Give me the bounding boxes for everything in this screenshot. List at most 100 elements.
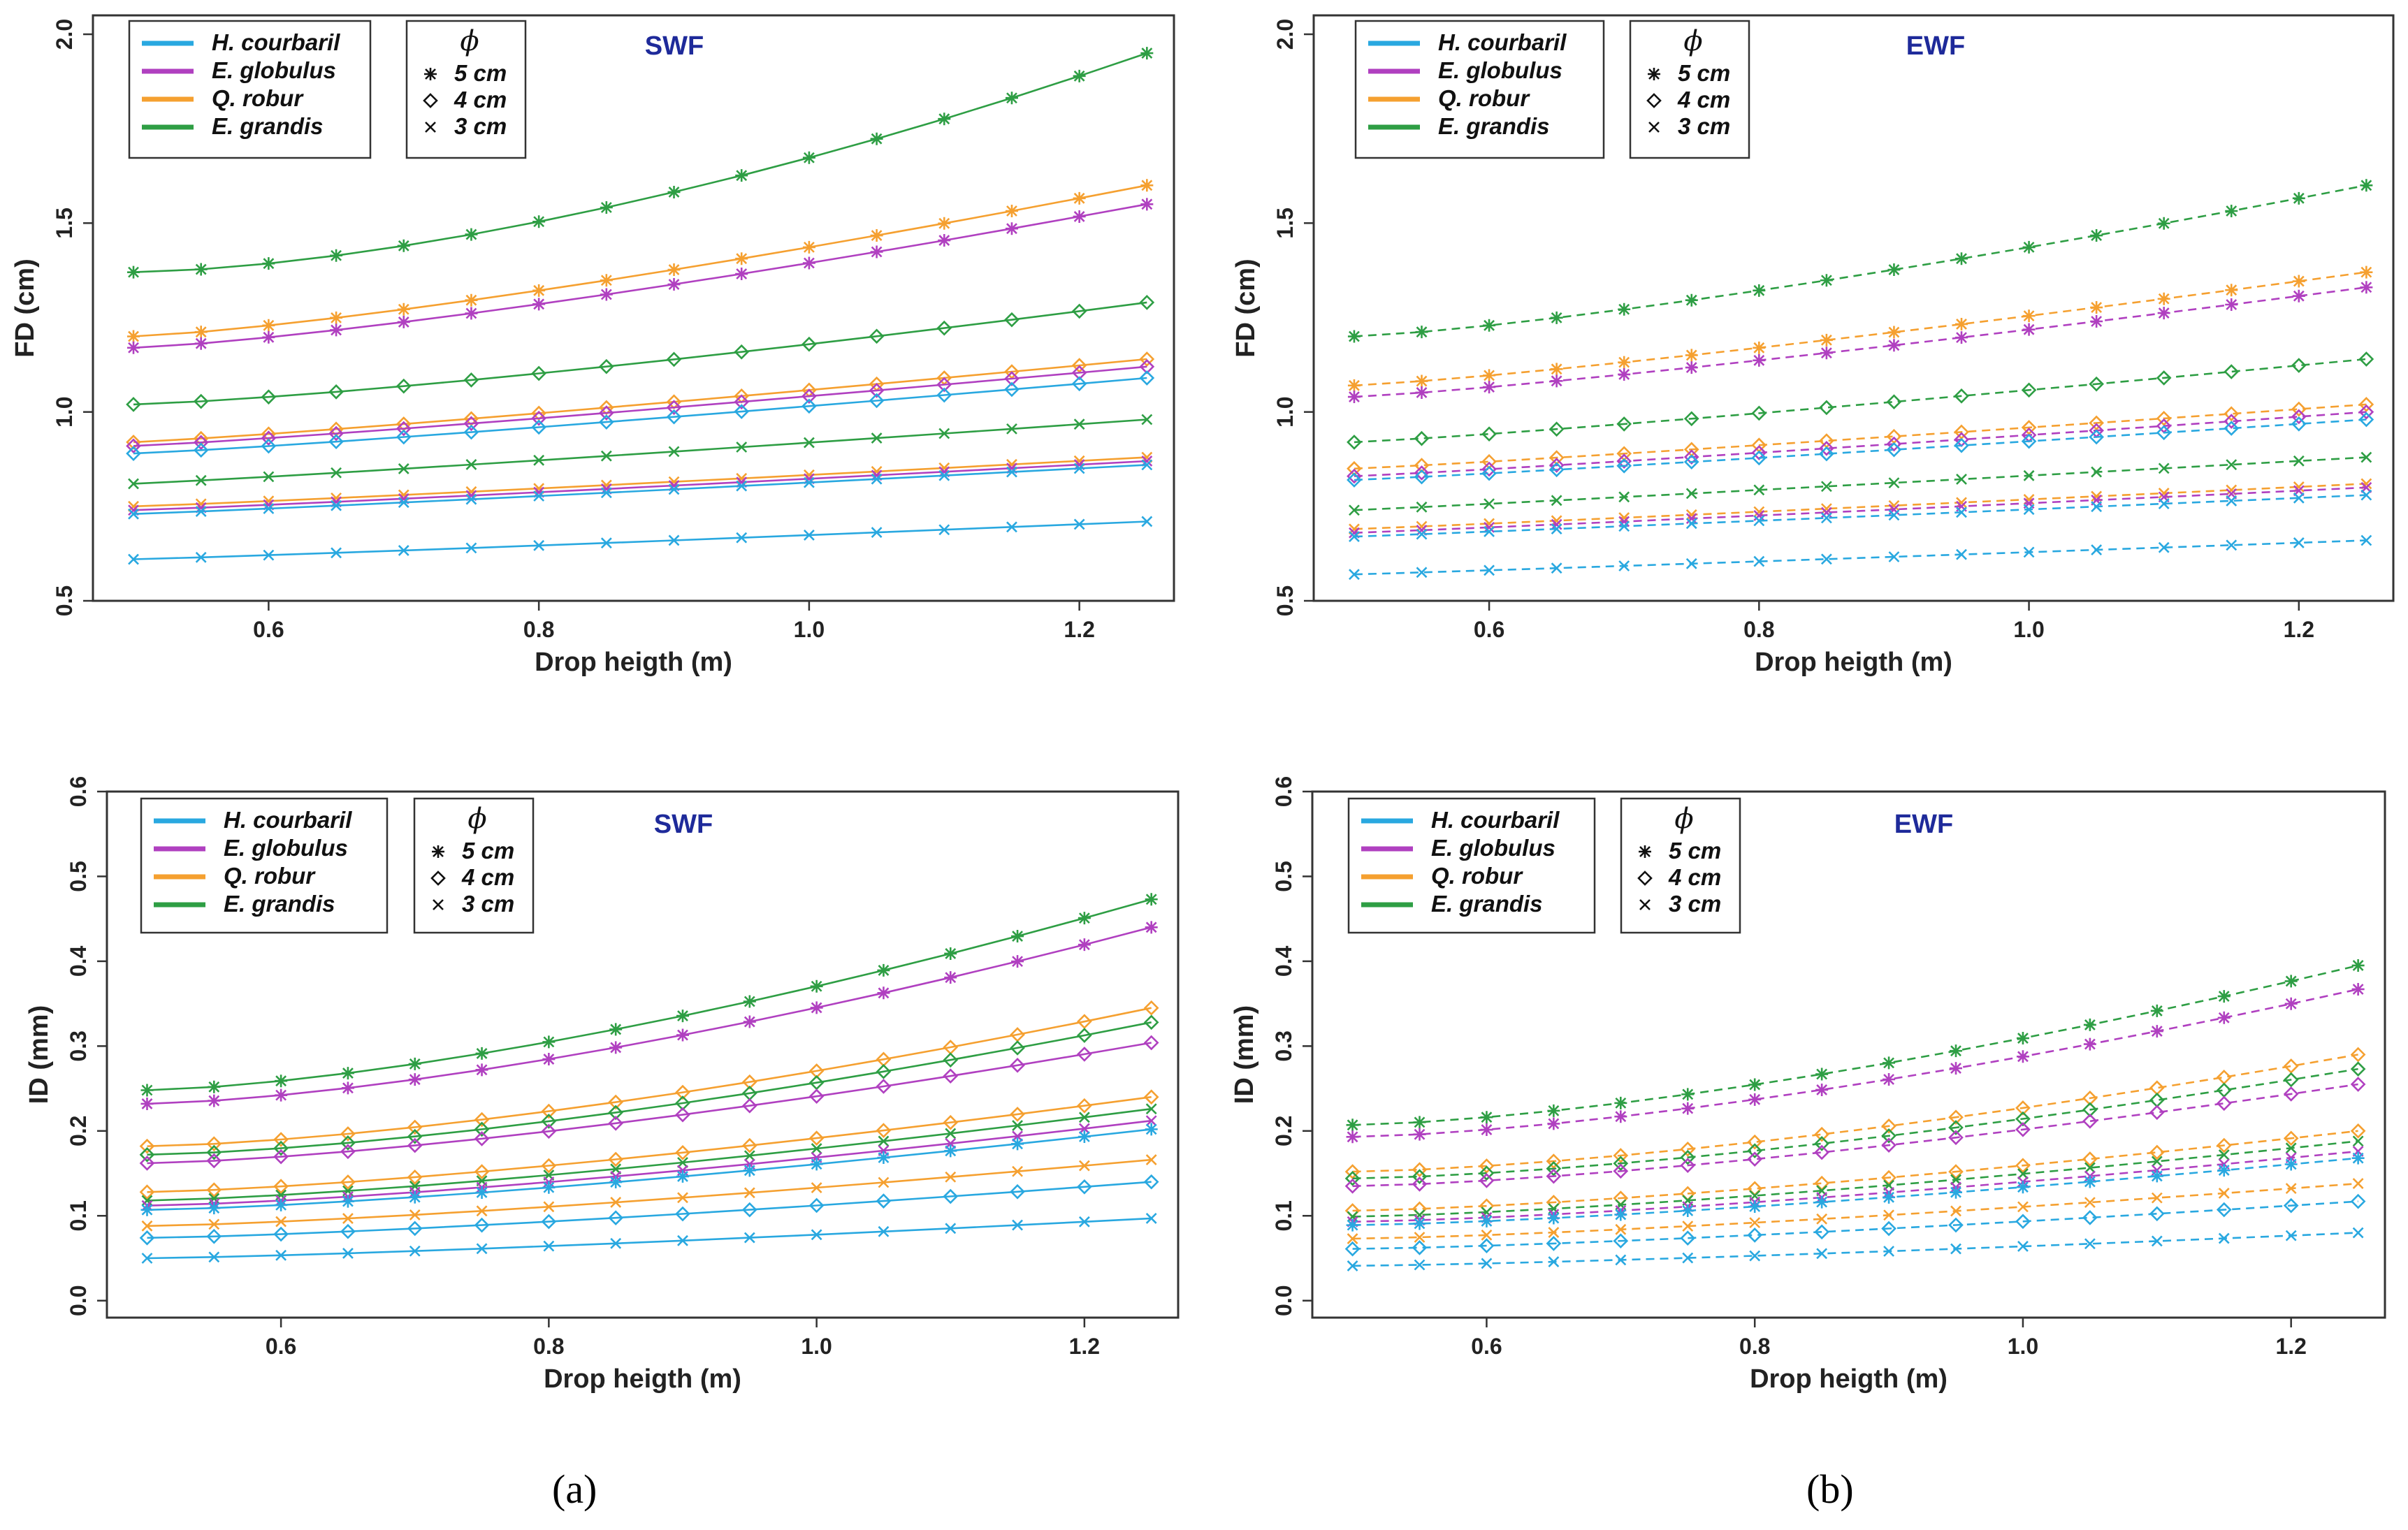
data-point — [340, 1135, 356, 1151]
data-point — [261, 389, 277, 405]
data-point — [667, 278, 681, 291]
data-point — [1548, 1256, 1560, 1267]
data-point — [1548, 421, 1565, 437]
data-point — [1483, 319, 1496, 332]
data-point — [194, 337, 208, 350]
series-egrandis-5cm — [127, 47, 1154, 279]
legend-diameter-label: 5 cm — [454, 60, 507, 86]
data-point — [871, 527, 883, 539]
data-point — [2015, 1158, 2031, 1174]
data-point — [1751, 445, 1767, 460]
data-point — [667, 263, 681, 277]
series-egrandis-4cm — [1344, 1061, 2366, 1186]
data-point — [870, 245, 883, 258]
data-point — [2226, 459, 2237, 471]
data-point — [1613, 1156, 1629, 1172]
data-point — [877, 963, 890, 977]
data-point — [1883, 1246, 1894, 1257]
data-point — [331, 547, 342, 559]
series-line — [1354, 494, 2367, 538]
data-point — [275, 1088, 288, 1102]
legend-label: Q. robur — [212, 85, 304, 111]
data-point — [475, 1047, 488, 1060]
data-point — [1749, 1250, 1761, 1262]
data-point — [1412, 1240, 1428, 1255]
data-point — [1078, 1112, 1090, 1123]
data-point — [1551, 562, 1562, 574]
legend-marker-asterisk — [1639, 845, 1651, 858]
data-point — [397, 303, 410, 316]
phi-legend: ϕ 5 cm4 cm3 cm — [1620, 797, 1741, 934]
data-point — [741, 1202, 757, 1218]
series-egrandis-5cm — [140, 893, 1158, 1097]
data-point — [870, 229, 883, 242]
data-point — [2285, 1230, 2297, 1241]
data-point — [2158, 541, 2170, 553]
data-point — [1819, 446, 1834, 462]
data-point — [1681, 1204, 1695, 1218]
data-point — [195, 474, 207, 486]
data-point — [1349, 531, 1360, 543]
data-point — [1881, 1137, 1896, 1153]
series-line — [147, 1217, 1152, 1260]
data-point — [2089, 415, 2104, 431]
data-point — [463, 416, 479, 432]
data-point — [2351, 1151, 2365, 1165]
y-tick-label: 0.5 — [66, 861, 91, 891]
series-line — [1352, 1054, 2358, 1173]
legend-diameter-label: 4 cm — [454, 87, 507, 112]
data-point — [1347, 1211, 1358, 1223]
data-point — [1071, 358, 1087, 373]
data-point — [1948, 1109, 1964, 1125]
data-point — [2218, 1149, 2230, 1160]
series-line — [1352, 1200, 2358, 1250]
data-point — [1888, 509, 1900, 521]
legend-diameter-label: 5 cm — [462, 838, 514, 864]
data-point — [608, 1116, 624, 1131]
data-point — [465, 293, 478, 307]
legend-phi-symbol: ϕ — [467, 803, 486, 835]
series-line — [1352, 964, 2358, 1126]
x-tick-label: 1.0 — [794, 617, 825, 642]
series-eglobulus-4cm — [126, 358, 1155, 454]
data-point — [936, 320, 952, 336]
series-eglobulus-3cm — [1347, 1146, 2364, 1227]
data-point — [531, 410, 546, 426]
data-point — [1820, 274, 1833, 287]
series-eglobulus-3cm — [1349, 481, 2372, 539]
x-tick-label: 1.2 — [1064, 617, 1094, 642]
data-point — [1415, 326, 1428, 339]
data-point — [1344, 1178, 1361, 1194]
data-point — [1005, 92, 1018, 105]
data-point — [1347, 468, 1362, 484]
data-point — [2084, 1197, 2096, 1209]
data-point — [531, 365, 546, 381]
phi-legend: ϕ 5 cm4 cm3 cm — [413, 797, 535, 934]
data-point — [944, 971, 957, 984]
x-tick-label: 1.2 — [2275, 1334, 2306, 1359]
data-point — [2022, 309, 2036, 323]
data-point — [126, 397, 141, 412]
data-point — [1012, 1120, 1023, 1131]
data-point — [1480, 1111, 1493, 1124]
data-point — [1141, 414, 1153, 425]
data-point — [2084, 1238, 2096, 1250]
data-point — [1820, 553, 1832, 565]
data-point — [1815, 1083, 1829, 1096]
data-point — [743, 1015, 756, 1028]
data-point — [735, 268, 748, 281]
data-point — [1680, 1142, 1696, 1157]
data-point — [1883, 1056, 1896, 1070]
data-point — [2015, 1121, 2031, 1137]
series-line — [147, 1042, 1152, 1165]
data-point — [1071, 303, 1087, 319]
data-point — [878, 1135, 890, 1147]
data-point — [2151, 1235, 2163, 1247]
data-point — [341, 1067, 354, 1080]
data-point — [741, 1098, 757, 1114]
data-point — [1078, 938, 1091, 952]
data-point — [2084, 1162, 2096, 1174]
data-point — [1881, 1118, 1896, 1134]
legend-marker-asterisk — [424, 68, 437, 80]
